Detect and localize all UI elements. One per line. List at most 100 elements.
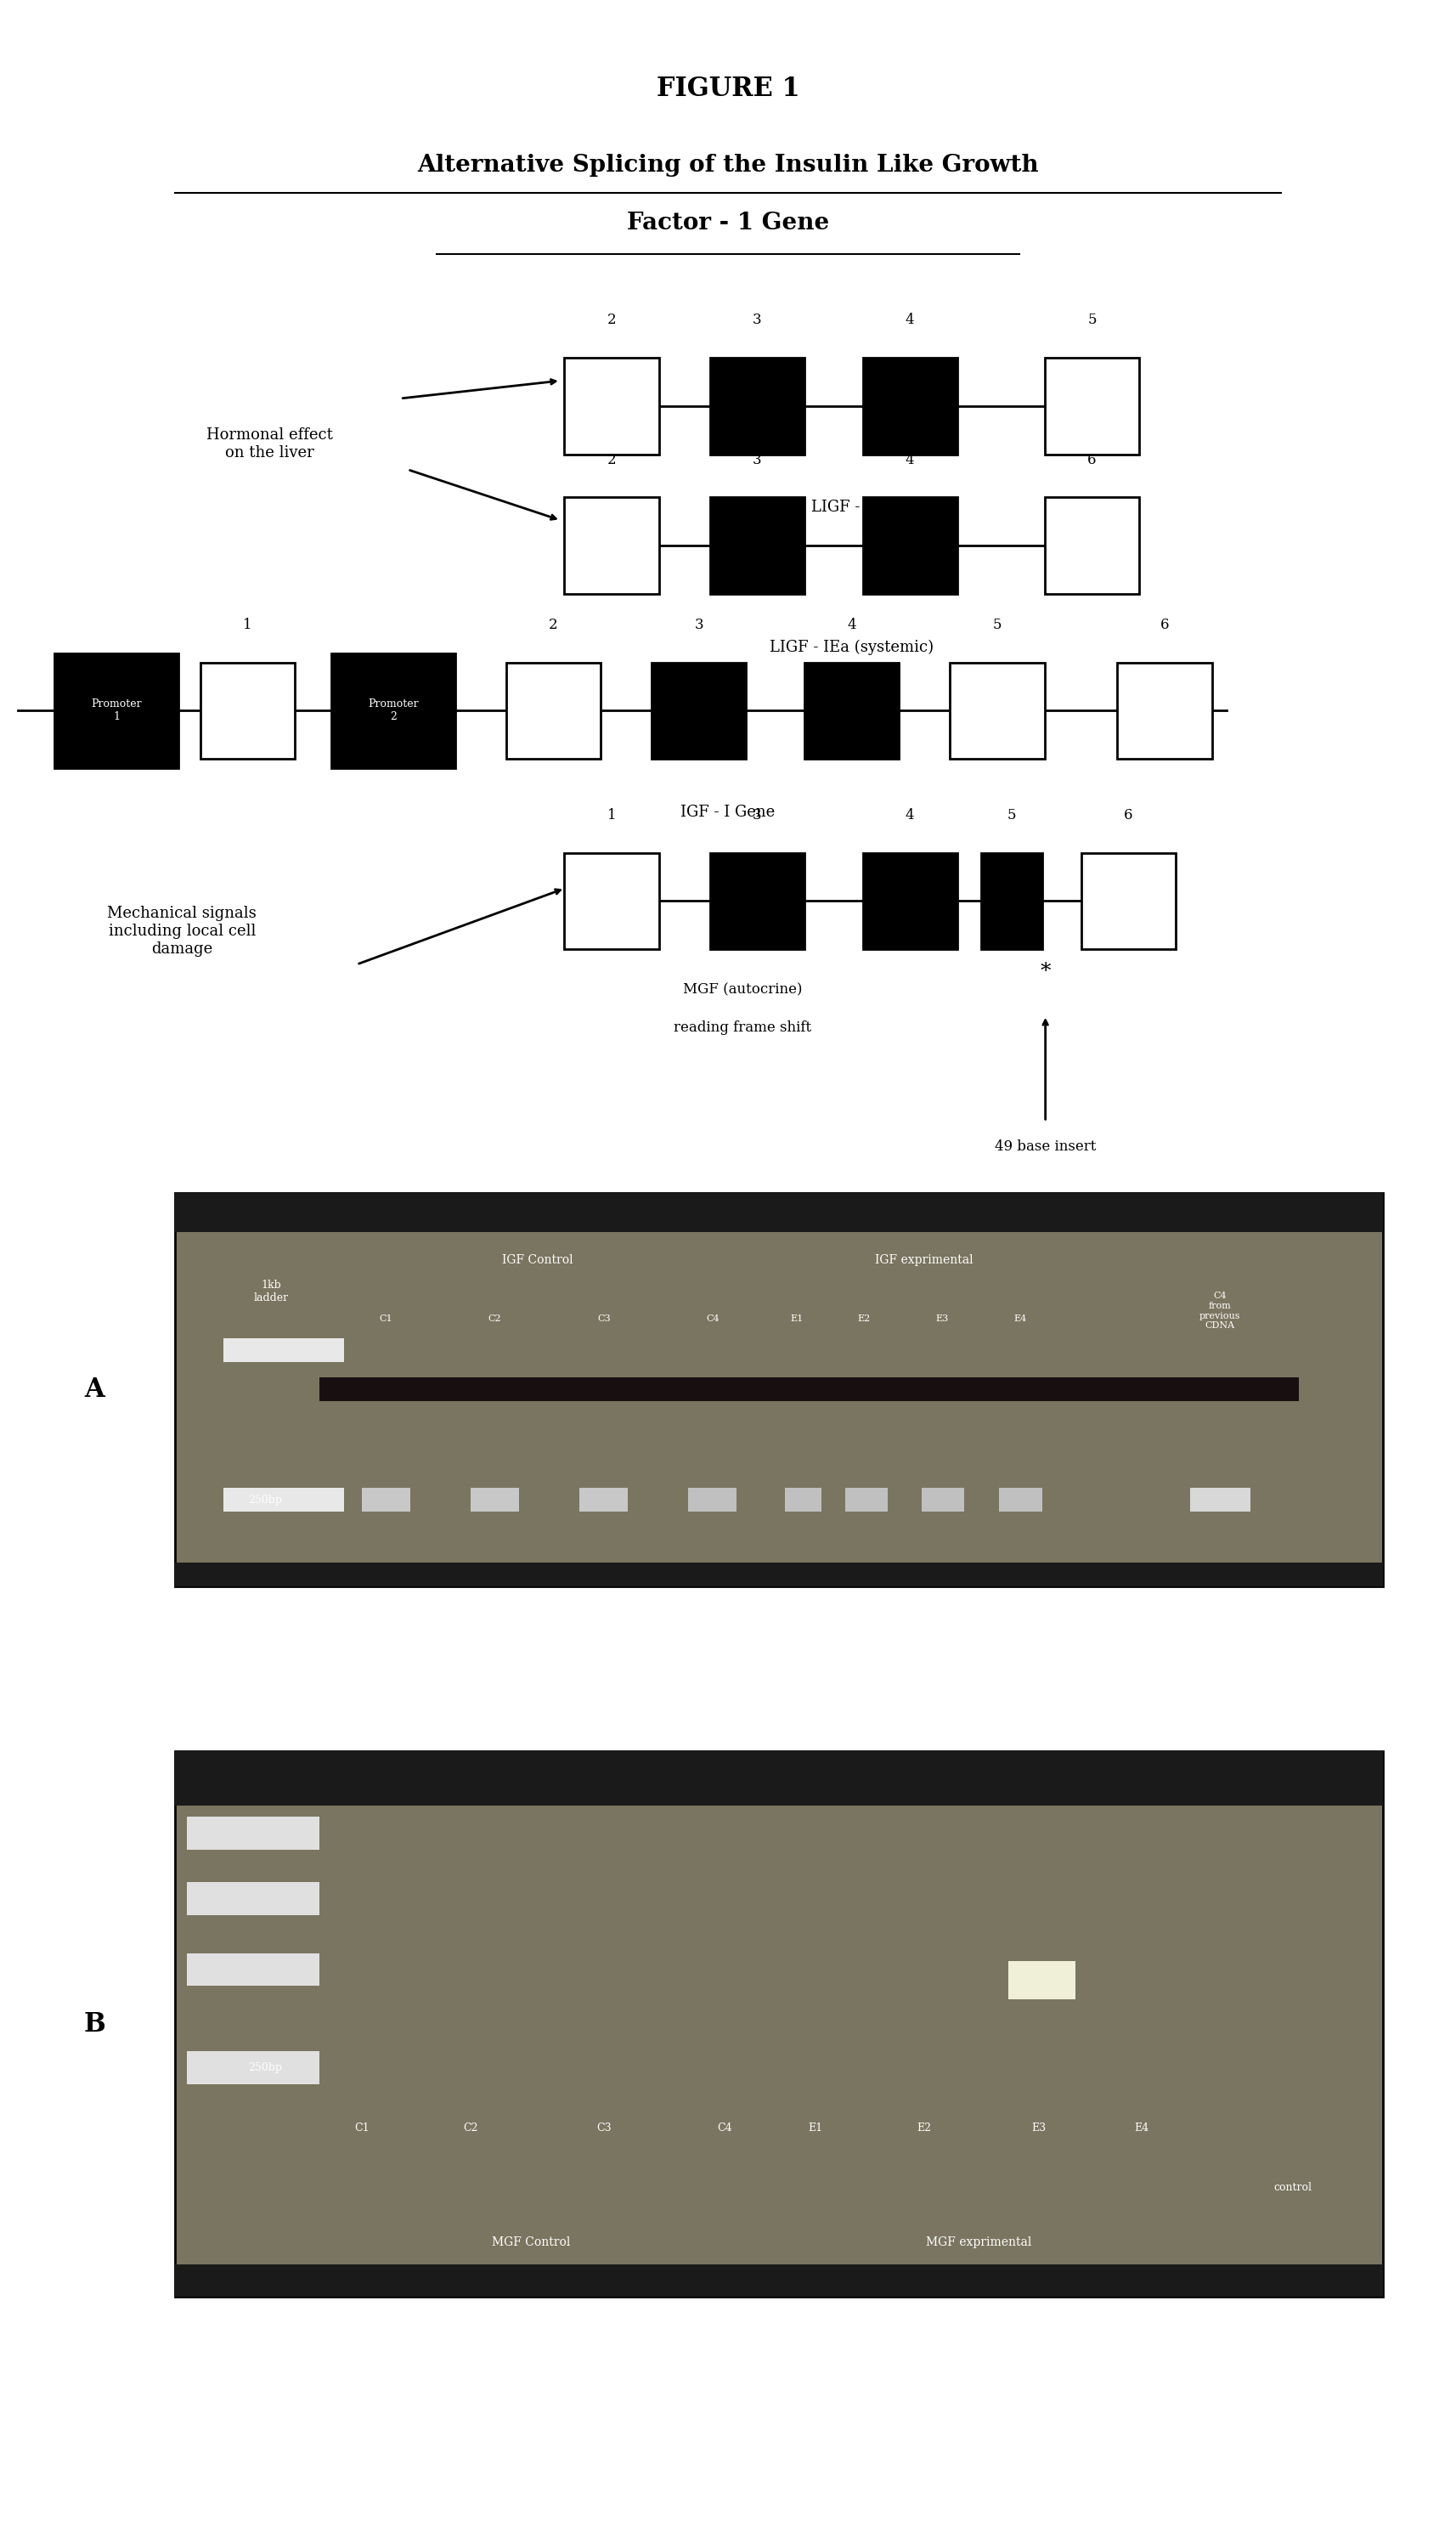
Text: MGF (autocrine): MGF (autocrine) <box>683 982 802 997</box>
Text: 4: 4 <box>906 452 914 467</box>
Text: 3: 3 <box>753 312 761 327</box>
Text: Mechanical signals
including local cell
damage: Mechanical signals including local cell … <box>108 906 256 957</box>
Bar <box>563 497 658 594</box>
Bar <box>689 1487 737 1513</box>
Text: B: B <box>83 2010 106 2038</box>
Text: 2: 2 <box>549 617 558 632</box>
Text: 250bp: 250bp <box>249 2063 282 2074</box>
Bar <box>223 1338 344 1363</box>
Bar <box>186 1954 320 1985</box>
Text: C2: C2 <box>488 1315 502 1322</box>
Text: MGF exprimental: MGF exprimental <box>926 2236 1031 2249</box>
Text: 3: 3 <box>753 452 761 467</box>
Text: 6: 6 <box>1160 617 1169 632</box>
Bar <box>862 497 957 594</box>
Text: 4: 4 <box>906 312 914 327</box>
Text: A: A <box>84 1376 105 1404</box>
Text: C2: C2 <box>463 2122 478 2134</box>
Bar <box>981 853 1042 949</box>
Text: IGF - I Gene: IGF - I Gene <box>681 805 775 820</box>
Text: C4: C4 <box>706 1315 719 1322</box>
Bar <box>711 497 804 594</box>
Text: *: * <box>1040 962 1051 982</box>
Text: Promoter
2: Promoter 2 <box>368 698 418 723</box>
Text: 5: 5 <box>1088 312 1096 327</box>
Bar <box>785 1487 821 1513</box>
Bar <box>862 853 957 949</box>
Bar <box>579 1487 628 1513</box>
Bar <box>999 1487 1042 1513</box>
Bar <box>175 1193 1383 1586</box>
Text: E3: E3 <box>1031 2122 1045 2134</box>
Text: MGF Control: MGF Control <box>492 2236 571 2249</box>
Text: C1: C1 <box>355 2122 370 2134</box>
Text: FIGURE 1: FIGURE 1 <box>657 76 799 102</box>
Text: E1: E1 <box>808 2122 823 2134</box>
Bar <box>175 1751 1383 1807</box>
Text: C4
from
previous
CDNA: C4 from previous CDNA <box>1200 1292 1241 1330</box>
Text: 4: 4 <box>847 617 856 632</box>
Bar <box>711 853 804 949</box>
Bar <box>951 662 1045 759</box>
Text: E1: E1 <box>791 1315 804 1322</box>
Text: E2: E2 <box>858 1315 871 1322</box>
Text: control: control <box>1274 2183 1312 2193</box>
Bar <box>862 358 957 454</box>
Text: Alternative Splicing of the Insulin Like Growth: Alternative Splicing of the Insulin Like… <box>418 152 1038 178</box>
Text: IGF Control: IGF Control <box>502 1254 572 1266</box>
Bar <box>507 662 600 759</box>
Bar <box>1080 853 1176 949</box>
Bar <box>804 662 898 759</box>
Text: 250bp: 250bp <box>249 1495 282 1505</box>
Bar <box>1118 662 1211 759</box>
Bar <box>563 358 658 454</box>
Bar <box>186 1883 320 1914</box>
Bar <box>175 1193 1383 1231</box>
Text: 2: 2 <box>607 452 616 467</box>
Bar <box>199 662 294 759</box>
Text: 4: 4 <box>906 807 914 822</box>
Bar <box>175 1563 1383 1586</box>
Text: 3: 3 <box>695 617 703 632</box>
Text: Hormonal effect
on the liver: Hormonal effect on the liver <box>207 429 332 459</box>
Text: C1: C1 <box>380 1315 393 1322</box>
Text: IGF exprimental: IGF exprimental <box>875 1254 973 1266</box>
Text: LIGF - IEa (systemic): LIGF - IEa (systemic) <box>770 640 933 655</box>
Text: 5: 5 <box>993 617 1002 632</box>
Bar <box>363 1487 411 1513</box>
Bar <box>1045 497 1139 594</box>
Text: 49 base insert: 49 base insert <box>994 1140 1096 1155</box>
Text: LIGF - IEb: LIGF - IEb <box>811 500 893 515</box>
Text: 1kb
ladder: 1kb ladder <box>253 1279 288 1302</box>
Bar <box>186 2051 320 2084</box>
Bar <box>223 1487 344 1513</box>
Text: 2: 2 <box>607 312 616 327</box>
Text: 6: 6 <box>1124 807 1133 822</box>
Bar <box>651 662 745 759</box>
Bar <box>54 652 178 766</box>
Bar <box>846 1487 888 1513</box>
Text: C3: C3 <box>597 1315 610 1322</box>
Text: Promoter
1: Promoter 1 <box>92 698 141 723</box>
Bar <box>186 1817 320 1850</box>
Text: E4: E4 <box>1015 1315 1026 1322</box>
Text: E2: E2 <box>917 2122 932 2134</box>
Text: 1: 1 <box>607 807 616 822</box>
Text: 6: 6 <box>1088 452 1096 467</box>
Text: 3: 3 <box>753 807 761 822</box>
Bar <box>175 1751 1383 2297</box>
Text: 1: 1 <box>243 617 252 632</box>
Bar <box>711 358 804 454</box>
Bar <box>331 652 454 766</box>
Bar <box>1190 1487 1251 1513</box>
Text: C4: C4 <box>718 2122 732 2134</box>
Bar <box>563 853 658 949</box>
Bar <box>470 1487 520 1513</box>
Text: E3: E3 <box>936 1315 948 1322</box>
Bar <box>1009 1962 1075 2000</box>
Bar <box>1045 358 1139 454</box>
Text: reading frame shift: reading frame shift <box>674 1020 811 1036</box>
Bar <box>922 1487 964 1513</box>
Bar <box>320 1378 1299 1401</box>
Text: C3: C3 <box>597 2122 612 2134</box>
